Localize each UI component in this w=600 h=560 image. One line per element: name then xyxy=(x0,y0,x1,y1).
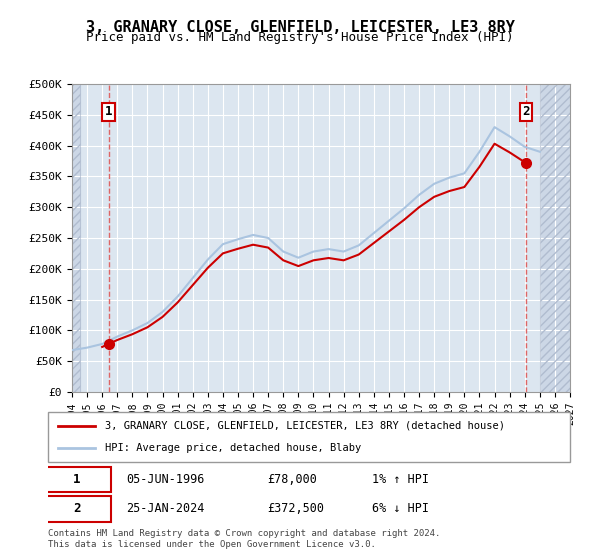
Text: HPI: Average price, detached house, Blaby: HPI: Average price, detached house, Blab… xyxy=(106,443,362,453)
Text: 3, GRANARY CLOSE, GLENFIELD, LEICESTER, LE3 8RY (detached house): 3, GRANARY CLOSE, GLENFIELD, LEICESTER, … xyxy=(106,421,505,431)
Text: £372,500: £372,500 xyxy=(267,502,324,515)
Text: 1% ↑ HPI: 1% ↑ HPI xyxy=(371,473,428,486)
FancyBboxPatch shape xyxy=(48,412,570,462)
FancyBboxPatch shape xyxy=(43,466,110,492)
Text: 05-JUN-1996: 05-JUN-1996 xyxy=(127,473,205,486)
Text: £78,000: £78,000 xyxy=(267,473,317,486)
Text: 1: 1 xyxy=(105,105,112,118)
Text: Contains HM Land Registry data © Crown copyright and database right 2024.
This d: Contains HM Land Registry data © Crown c… xyxy=(48,529,440,549)
FancyBboxPatch shape xyxy=(43,496,110,522)
Text: 1: 1 xyxy=(73,473,80,486)
Text: 25-JAN-2024: 25-JAN-2024 xyxy=(127,502,205,515)
Text: 2: 2 xyxy=(73,502,80,515)
Text: 2: 2 xyxy=(522,105,530,118)
Text: 6% ↓ HPI: 6% ↓ HPI xyxy=(371,502,428,515)
Text: 3, GRANARY CLOSE, GLENFIELD, LEICESTER, LE3 8RY: 3, GRANARY CLOSE, GLENFIELD, LEICESTER, … xyxy=(86,20,514,35)
Text: Price paid vs. HM Land Registry's House Price Index (HPI): Price paid vs. HM Land Registry's House … xyxy=(86,31,514,44)
